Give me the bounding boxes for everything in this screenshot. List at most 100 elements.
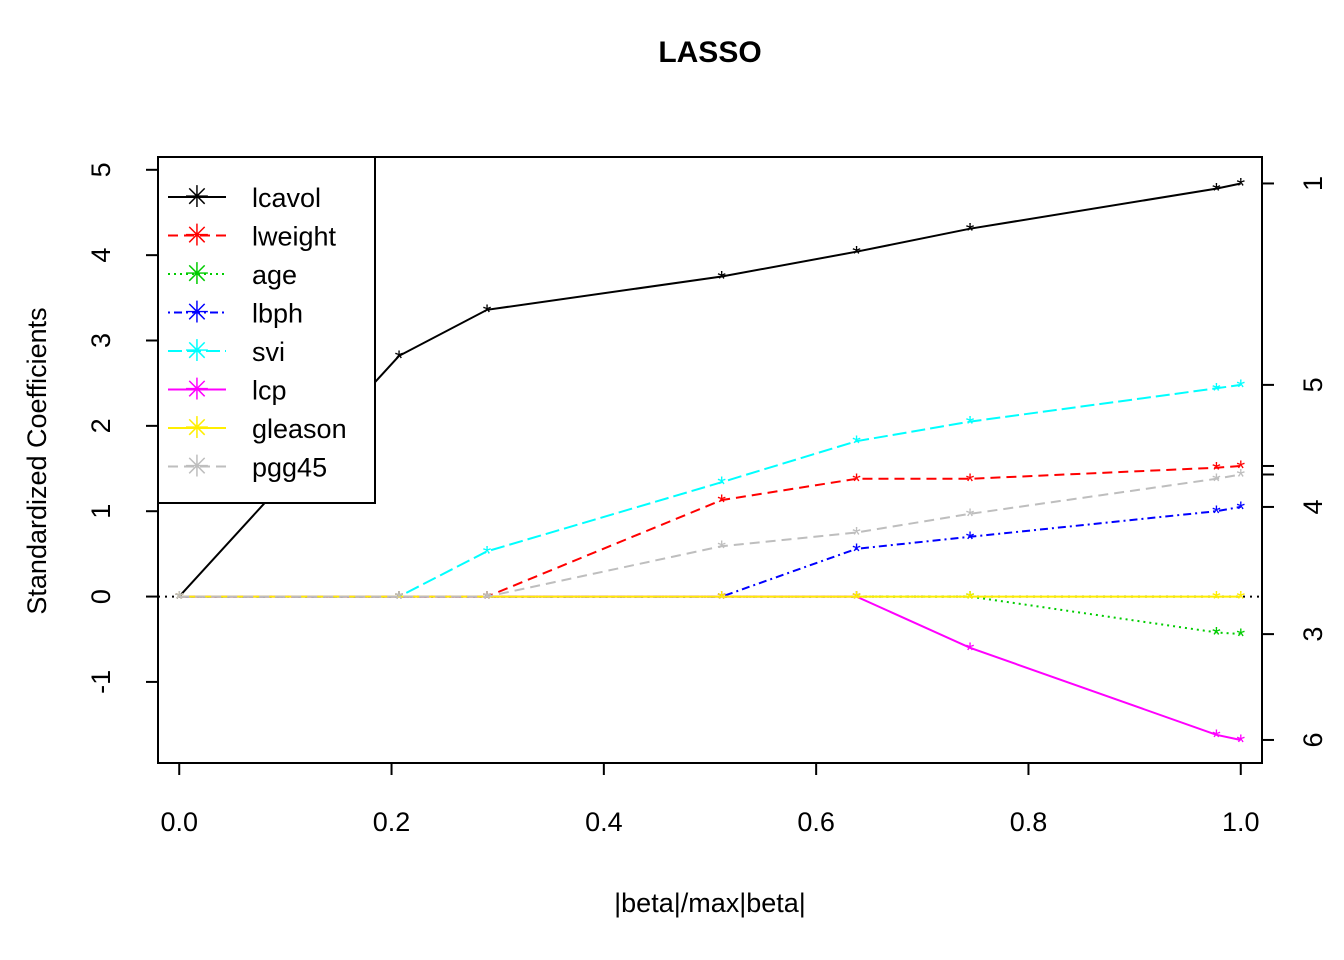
right-tick-label: 6 xyxy=(1298,732,1328,747)
y-tick-label: 3 xyxy=(86,333,116,348)
series-line-lbph xyxy=(179,505,1241,598)
legend-box xyxy=(157,156,376,504)
point-lcp-5: * xyxy=(966,638,975,663)
point-lcavol-3: * xyxy=(717,266,726,291)
point-lweight-5: * xyxy=(966,469,975,494)
y-tick-label: 1 xyxy=(86,504,116,519)
point-pgg45-5: * xyxy=(966,504,975,529)
legend-marker-lweight: ✳ xyxy=(184,220,209,253)
legend-marker-gleason: ✳ xyxy=(184,412,209,445)
y-axis-label: Standardized Coefficients xyxy=(22,307,52,614)
y-tick-label: 4 xyxy=(86,248,116,263)
point-svi-6: * xyxy=(1212,378,1221,403)
point-lcp-6: * xyxy=(1212,725,1221,750)
point-age-1: * xyxy=(395,587,404,612)
legend-label-pgg45: pgg45 xyxy=(252,453,327,483)
point-gleason-2: * xyxy=(483,587,492,612)
x-tick-label: 0.0 xyxy=(160,807,198,837)
right-tick-label: 4 xyxy=(1298,499,1328,514)
point-pgg45-3: * xyxy=(717,536,726,561)
x-axis-label: |beta|/max|beta| xyxy=(614,888,806,918)
point-age-0: * xyxy=(175,587,184,612)
series-line-pgg45 xyxy=(179,473,1241,598)
point-svi-0: * xyxy=(175,587,184,612)
point-lbph-4: * xyxy=(852,539,861,564)
y-tick-label: 2 xyxy=(86,418,116,433)
legend-label-gleason: gleason xyxy=(252,414,347,444)
point-lweight-1: * xyxy=(395,587,404,612)
point-lcp-2: * xyxy=(483,587,492,612)
point-svi-4: * xyxy=(852,431,861,456)
x-tick-label: 0.4 xyxy=(585,807,623,837)
right-tick-label: 1 xyxy=(1298,176,1328,191)
point-gleason-7: * xyxy=(1236,587,1245,612)
right-tick-label: 5 xyxy=(1298,377,1328,392)
point-svi-2: * xyxy=(483,541,492,566)
point-age-7: * xyxy=(1236,624,1245,649)
point-age-3: * xyxy=(717,587,726,612)
series-line-lweight xyxy=(179,465,1241,598)
point-lbph-1: * xyxy=(395,587,404,612)
point-gleason-1: * xyxy=(395,587,404,612)
point-lcavol-2: * xyxy=(483,300,492,325)
y-tick-label: -1 xyxy=(86,670,116,694)
point-lcavol-5: * xyxy=(966,219,975,244)
legend-marker-lbph: ✳ xyxy=(184,297,209,330)
point-lcp-4: * xyxy=(852,587,861,612)
legend-marker-pgg45: ✳ xyxy=(184,451,209,484)
legend-label-lcavol: lcavol xyxy=(252,183,321,213)
point-gleason-3: * xyxy=(717,587,726,612)
point-lcp-7: * xyxy=(1236,730,1245,755)
point-age-6: * xyxy=(1212,622,1221,647)
legend-marker-lcavol: ✳ xyxy=(184,181,209,214)
point-gleason-6: * xyxy=(1212,587,1221,612)
point-lcavol-7: * xyxy=(1236,173,1245,198)
point-pgg45-2: * xyxy=(483,587,492,612)
legend-label-age: age xyxy=(252,260,297,290)
legend-label-lweight: lweight xyxy=(252,222,337,252)
point-lweight-3: * xyxy=(717,490,726,515)
point-gleason-5: * xyxy=(966,587,975,612)
point-age-2: * xyxy=(483,587,492,612)
point-lcavol-0: * xyxy=(175,587,184,612)
point-lcavol-4: * xyxy=(852,242,861,267)
point-gleason-4: * xyxy=(852,587,861,612)
point-pgg45-6: * xyxy=(1212,469,1221,494)
point-lbph-0: * xyxy=(175,587,184,612)
right-tick-label: 3 xyxy=(1298,627,1328,642)
x-tick-label: 0.2 xyxy=(373,807,411,837)
x-tick-label: 0.8 xyxy=(1010,807,1048,837)
point-lweight-4: * xyxy=(852,469,861,494)
point-lcp-1: * xyxy=(395,587,404,612)
point-gleason-0: * xyxy=(175,587,184,612)
point-lcp-0: * xyxy=(175,587,184,612)
point-lweight-7: * xyxy=(1236,456,1245,481)
point-lbph-2: * xyxy=(483,587,492,612)
point-pgg45-1: * xyxy=(395,587,404,612)
legend: ✳ lcavol ✳ lweight ✳ age ✳ lbph ✳ svi ✳ lcp ✳ gleason… xyxy=(157,156,376,504)
chart-title: LASSO xyxy=(658,36,761,69)
plot-area: ******* ** * *** * * ** * * * * ** ** * * ** ** ** ****** *… xyxy=(158,173,1262,755)
x-tick-label: 0.6 xyxy=(797,807,835,837)
series-line-lcp xyxy=(179,595,1242,741)
point-age-5: * xyxy=(966,587,975,612)
point-svi-1: * xyxy=(395,587,404,612)
point-lweight-0: * xyxy=(175,587,184,612)
point-svi-7: * xyxy=(1236,375,1245,400)
series-line-svi xyxy=(179,383,1241,598)
point-age-4: * xyxy=(852,587,861,612)
point-lbph-6: * xyxy=(1212,501,1221,526)
point-lcavol-6: * xyxy=(1212,179,1221,204)
point-lbph-3: * xyxy=(717,587,726,612)
legend-marker-age: ✳ xyxy=(184,258,209,291)
point-lbph-7: * xyxy=(1236,497,1245,522)
point-pgg45-0: * xyxy=(175,587,184,612)
series-line-lcavol xyxy=(178,182,1242,598)
point-svi-3: * xyxy=(717,472,726,497)
y-tick-label: 0 xyxy=(86,589,116,604)
point-lcavol-1: * xyxy=(395,346,404,371)
series-line-age xyxy=(179,595,1241,636)
legend-marker-lcp: ✳ xyxy=(184,374,209,407)
legend-label-lbph: lbph xyxy=(252,299,303,329)
